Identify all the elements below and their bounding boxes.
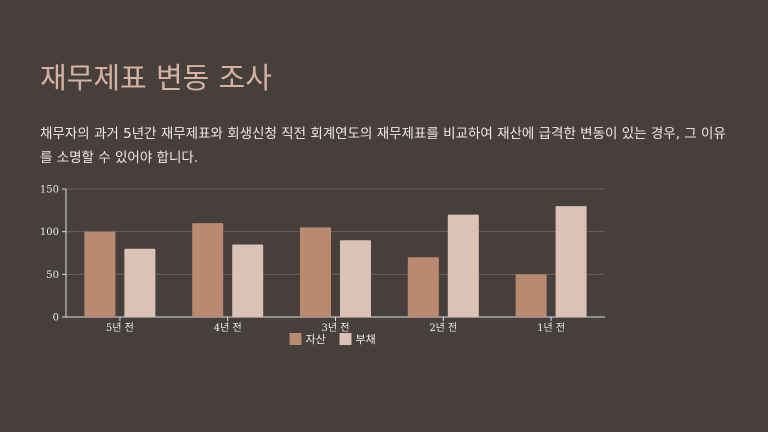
y-tick-label: 150 <box>40 185 59 196</box>
bar-자산 <box>515 274 547 317</box>
x-tick-label: 1년 전 <box>537 322 565 334</box>
y-tick-label: 100 <box>40 227 59 238</box>
legend-swatch <box>339 333 352 345</box>
x-tick-label: 3년 전 <box>322 322 350 334</box>
bar-자산 <box>84 231 116 317</box>
legend-swatch <box>289 333 302 345</box>
bar-부채 <box>124 248 156 317</box>
legend-label: 자산 <box>306 333 326 346</box>
y-tick-label: 0 <box>53 313 59 324</box>
bar-부채 <box>232 244 264 317</box>
legend-label: 부채 <box>356 333 376 346</box>
bar-부채 <box>555 206 587 317</box>
y-tick-label: 50 <box>46 270 59 281</box>
x-tick-label: 5년 전 <box>106 322 134 334</box>
slide-description: 채무자의 과거 5년간 재무제표와 회생신청 직전 회계연도의 재무제표를 비교… <box>40 126 726 166</box>
x-tick-label: 4년 전 <box>214 322 242 334</box>
bar-자산 <box>192 223 224 317</box>
slide-title: 재무제표 변동 조사 <box>40 61 272 95</box>
bar-부채 <box>447 214 479 317</box>
bar-부채 <box>340 240 371 317</box>
x-tick-label: 2년 전 <box>429 322 457 334</box>
bar-자산 <box>407 257 439 317</box>
bar-자산 <box>300 227 331 317</box>
